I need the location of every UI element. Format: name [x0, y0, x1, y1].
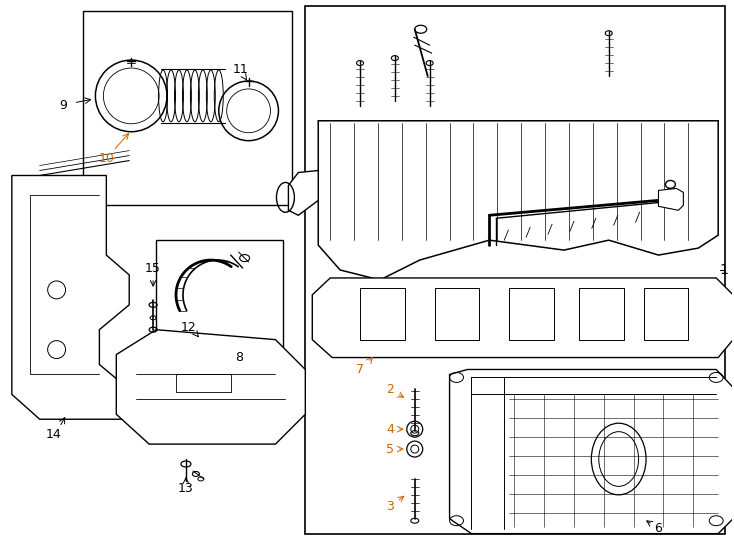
Text: 14: 14 — [46, 428, 62, 441]
Text: 13: 13 — [178, 482, 194, 495]
Polygon shape — [449, 369, 733, 534]
Polygon shape — [288, 171, 319, 215]
Text: 8: 8 — [235, 351, 243, 364]
Text: 10: 10 — [98, 152, 115, 165]
Polygon shape — [116, 330, 305, 444]
Bar — [305, 6, 725, 534]
Text: 15: 15 — [145, 261, 161, 274]
Text: 5: 5 — [386, 443, 394, 456]
Bar — [509, 288, 554, 340]
Text: 4: 4 — [386, 423, 394, 436]
Bar — [176, 374, 230, 393]
Polygon shape — [319, 121, 718, 280]
Text: 11: 11 — [233, 63, 249, 76]
Bar — [644, 288, 688, 340]
Bar — [360, 288, 405, 340]
Text: 12: 12 — [181, 321, 197, 334]
Text: 3: 3 — [386, 500, 394, 514]
Bar — [156, 240, 283, 355]
Text: 7: 7 — [356, 363, 364, 376]
Bar — [435, 288, 479, 340]
Bar — [84, 11, 292, 205]
Polygon shape — [658, 188, 683, 210]
Text: 6: 6 — [655, 522, 662, 535]
Polygon shape — [312, 278, 733, 357]
Bar — [579, 288, 624, 340]
Text: 9: 9 — [59, 99, 68, 112]
Polygon shape — [12, 176, 129, 419]
Text: 2: 2 — [386, 383, 394, 396]
Text: 1: 1 — [720, 263, 729, 277]
